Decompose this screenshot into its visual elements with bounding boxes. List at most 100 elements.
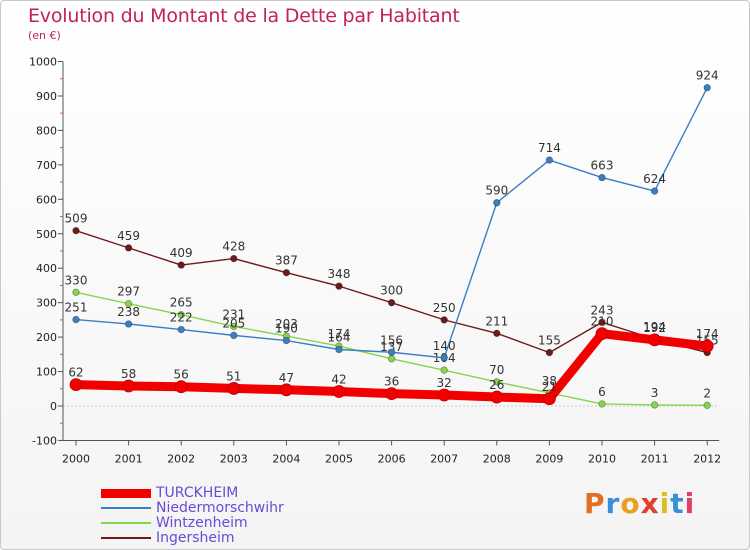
legend-label: Niedermorschwihr [156,500,284,516]
x-tick-label: 2012 [693,452,721,465]
data-point [700,339,714,353]
x-tick-label: 2001 [115,452,143,465]
data-point [493,378,501,386]
data-label: 56 [174,368,189,382]
x-tick-label: 2002 [167,452,195,465]
data-point [174,380,188,394]
data-point [124,320,133,328]
y-tick-label: 600 [36,193,57,206]
x-tick-label: 2003 [220,452,248,465]
series-wintzenheim: 3302972652312031741371047038632 [65,273,711,410]
series-niedermorschwihr: 251 238 222 205 190 164 156 140 590 714 663 624 924 [65,69,719,362]
data-point [177,311,185,319]
data-point [385,387,399,400]
x-tick-label: 2006 [378,452,406,465]
data-label: 297 [117,285,140,299]
data-point [124,299,133,308]
data-label: 190 [275,322,298,336]
legend-label: Wintzenheim [156,515,248,531]
data-label: 51 [226,369,241,383]
data-point [703,401,711,410]
data-point [493,199,501,207]
data-label: 210 [591,315,614,329]
data-point [598,318,606,326]
logo-letter: r [605,487,621,520]
data-point [703,83,711,92]
data-label: 348 [328,267,351,281]
y-tick-label: 900 [36,90,57,103]
data-point [230,322,238,331]
data-label: 2 [703,386,711,400]
data-label: 428 [222,240,245,254]
data-label: 58 [121,367,136,381]
legend-swatch [101,537,151,539]
data-label: 924 [696,69,719,83]
y-tick-label: 1000 [29,56,57,69]
data-point [595,327,609,341]
data-label: 70 [489,363,504,377]
data-point [335,345,343,354]
data-label: 590 [485,184,508,198]
data-point [437,388,451,402]
data-point [72,288,80,297]
chart-title: Evolution du Montant de la Dette par Hab… [28,5,460,27]
data-point [648,333,661,347]
y-tick-label: 200 [36,331,57,344]
data-label: 6 [598,385,606,399]
data-point [440,316,448,324]
data-point [124,244,133,252]
legend-label: Ingersheim [156,530,235,546]
data-point [177,325,185,334]
data-point [282,336,291,345]
data-point [598,173,606,182]
data-point [72,226,80,235]
data-point [72,315,80,324]
legend-label: TURCKHEIM [156,485,239,501]
data-label: 211 [485,314,508,328]
data-point [543,392,556,406]
data-label: 250 [433,301,456,315]
data-label: 387 [275,254,298,268]
data-label: 62 [68,366,83,380]
data-label: 663 [591,159,614,173]
y-tick-label: 800 [36,124,57,137]
data-point [650,401,659,409]
data-label: 3 [651,386,659,400]
y-tick-label: 700 [36,159,57,172]
data-label: 174 [328,327,351,341]
data-point [122,379,135,393]
legend-swatch [101,507,151,509]
data-point [335,282,343,290]
logo-letter: P [584,487,606,520]
logo-letter: x [640,487,660,520]
data-label: 265 [170,296,193,310]
data-point [387,348,396,356]
logo-letter: t [670,487,685,520]
data-point [387,355,396,363]
data-label: 409 [170,246,193,260]
logo-letter: i [659,487,671,520]
data-point [490,390,504,404]
y-tick-label: 300 [36,297,57,310]
data-point [177,261,185,269]
y-tick-label: 100 [36,366,57,379]
x-tick-label: 2010 [588,452,616,465]
data-point [493,329,501,338]
x-tick-label: 2009 [535,452,563,465]
x-tick-label: 2007 [430,452,458,465]
data-point [230,254,238,263]
data-label: 222 [170,311,193,325]
data-label: 459 [117,229,140,243]
data-label: 174 [696,327,719,341]
data-label: 300 [380,284,403,298]
data-point [282,268,291,277]
data-point [598,400,606,408]
data-label: 243 [591,303,614,317]
data-label: 714 [538,141,561,155]
data-label: 238 [117,305,140,319]
data-label: 231 [222,307,245,321]
x-tick-label: 2005 [325,452,353,465]
data-label: 156 [380,333,403,347]
logo-letter: i [684,487,696,520]
